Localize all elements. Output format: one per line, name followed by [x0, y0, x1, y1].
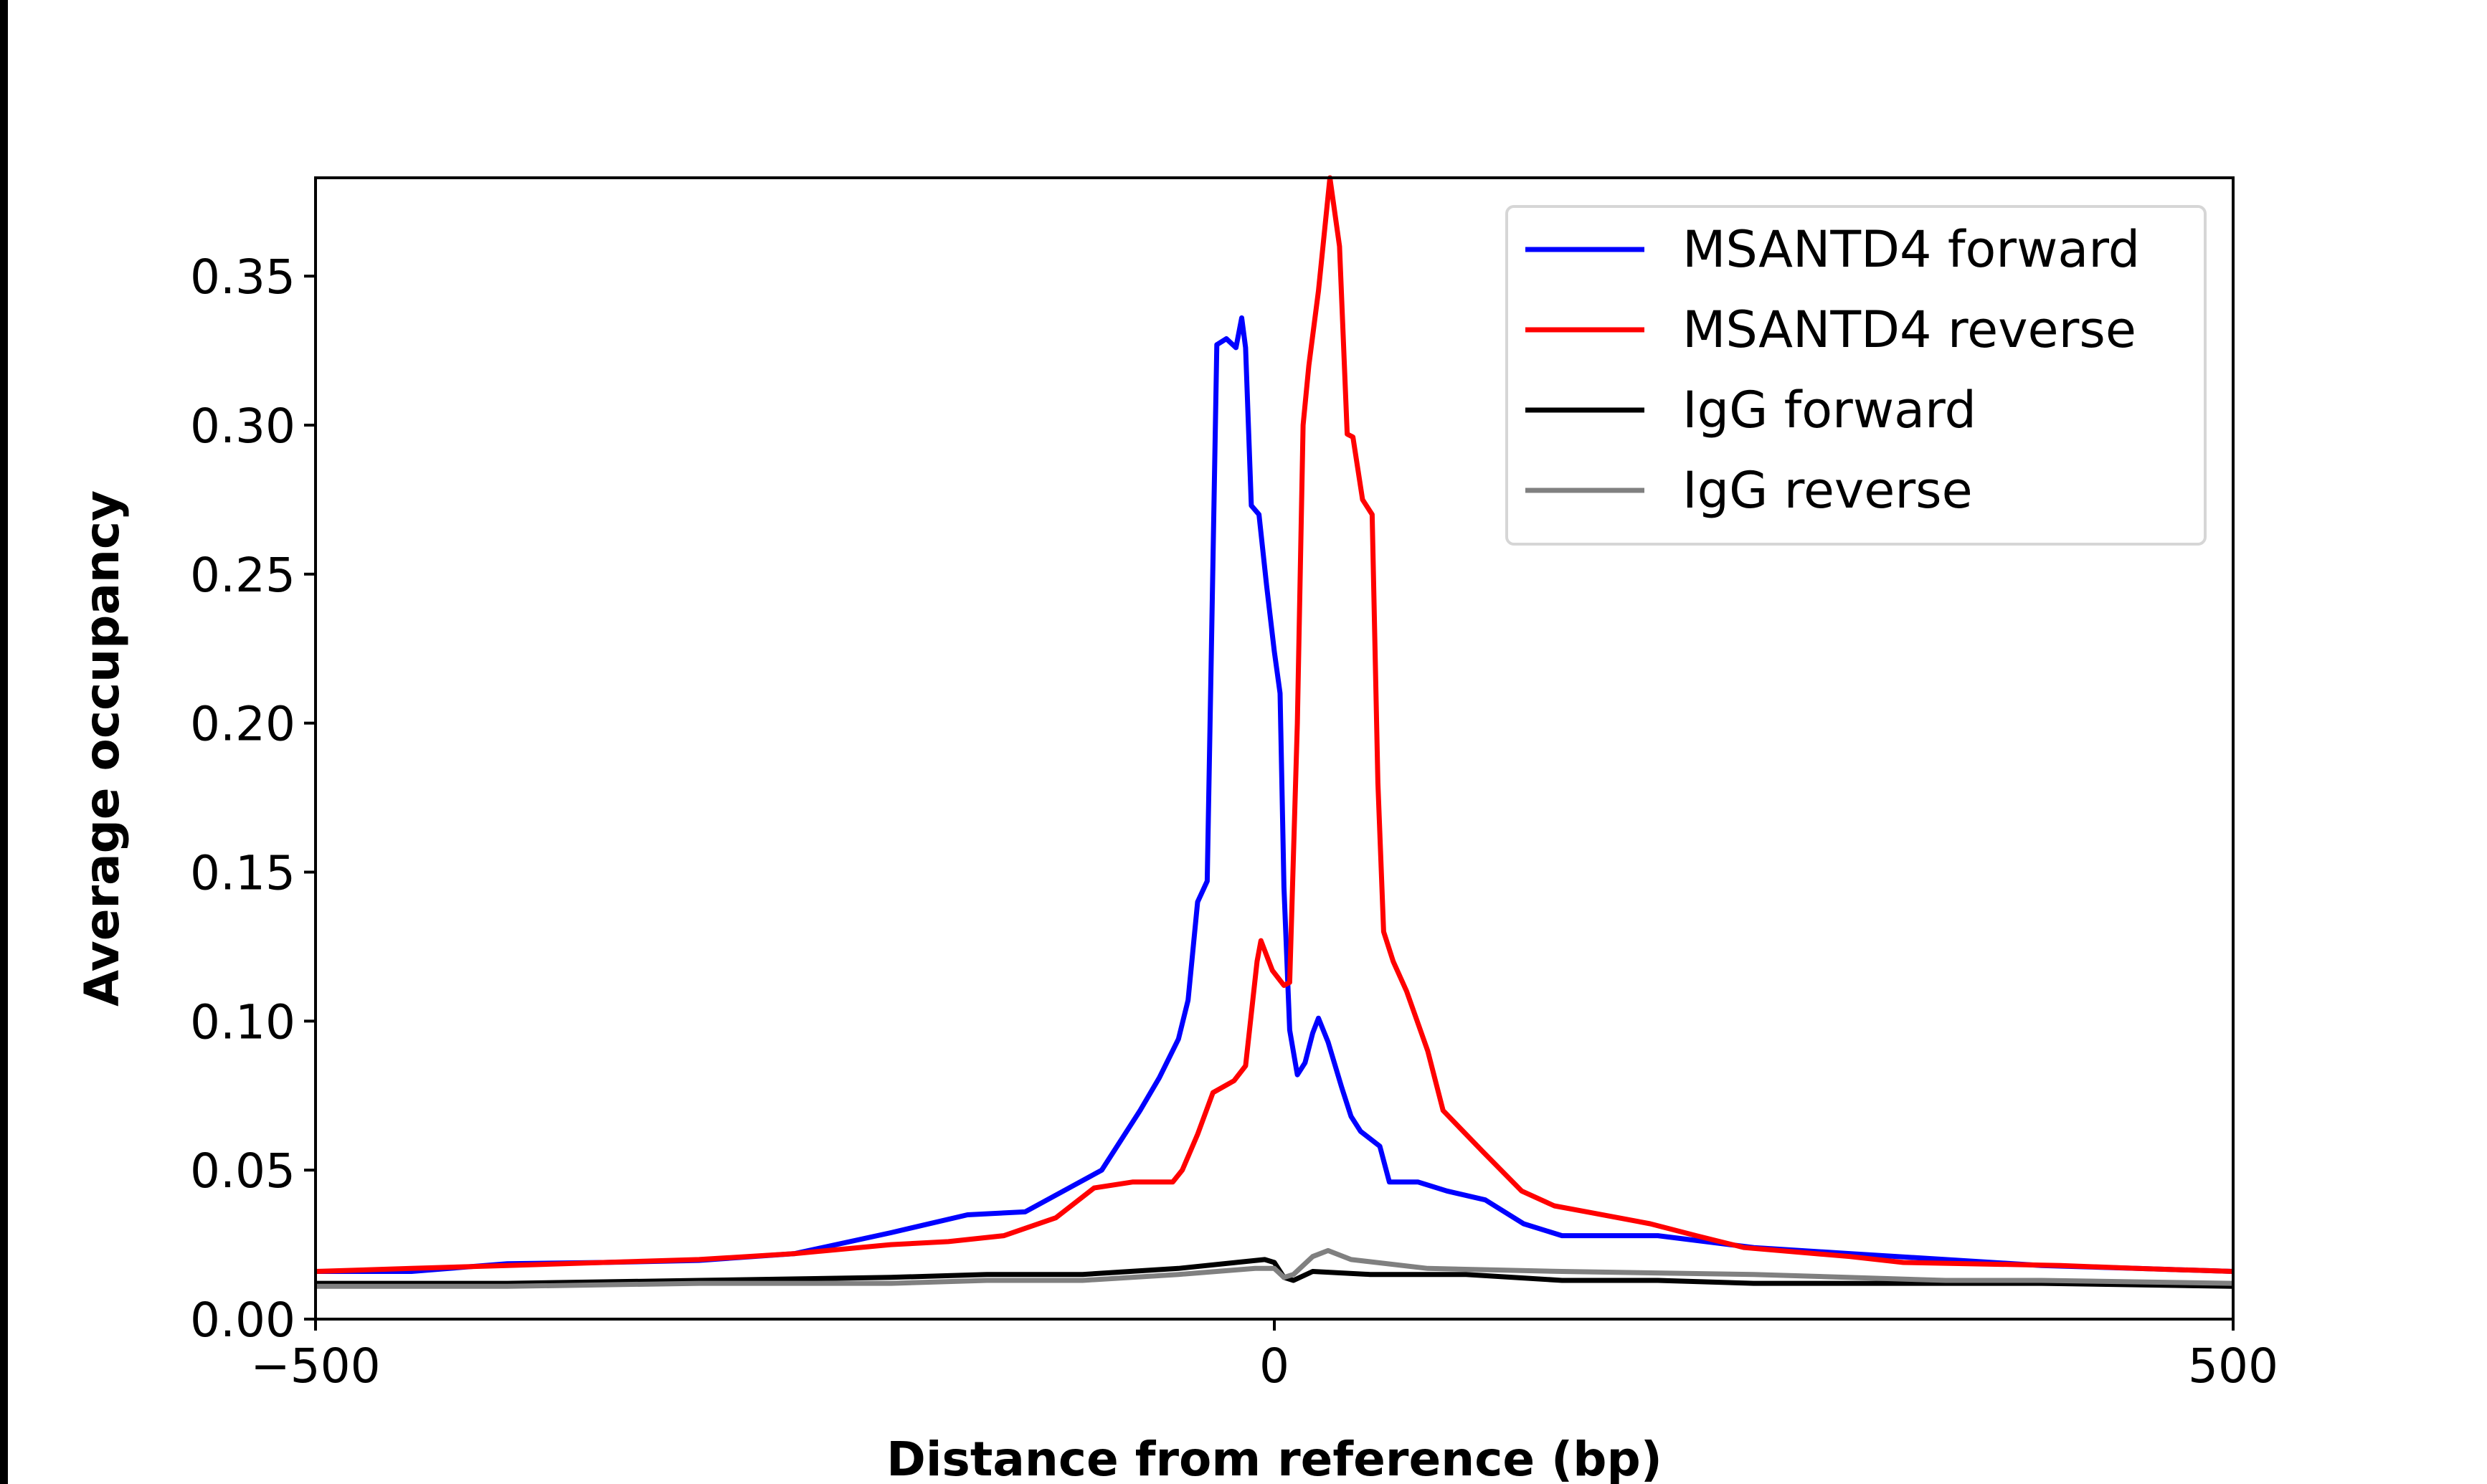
y-tick-label: 0.30: [190, 399, 295, 454]
legend-label-0: MSANTD4 forward: [1682, 220, 2140, 279]
legend-label-1: MSANTD4 reverse: [1682, 300, 2136, 359]
y-tick-label: 0.15: [190, 846, 295, 901]
y-tick-label: 0.20: [190, 697, 295, 752]
series-line-3: [316, 1247, 2234, 1289]
series-line-0: [316, 315, 2234, 1274]
legend-label-2: IgG forward: [1682, 381, 1976, 439]
x-tick-label: 500: [2188, 1338, 2278, 1394]
x-axis: −500 0 500: [250, 1319, 2278, 1394]
y-tick-label: 0.25: [190, 548, 295, 603]
series-lines: [315, 175, 2234, 1289]
y-tick-label: 0.00: [190, 1293, 295, 1348]
legend-box: [1505, 205, 2207, 546]
series-line-1: [315, 175, 2234, 1274]
legend-label-3: IgG reverse: [1682, 461, 1973, 520]
left-border: [0, 0, 8, 1484]
x-axis-label: Distance from reference (bp): [886, 1432, 1662, 1484]
y-axis: 0.00 0.05 0.10 0.15 0.20 0.25 0.30 0.35: [190, 249, 316, 1348]
y-axis-label: Average occupancy: [75, 490, 130, 1007]
legend: MSANTD4 forward MSANTD4 reverse IgG forwar…: [1505, 205, 2207, 546]
y-tick-label: 0.35: [190, 249, 295, 305]
x-tick-label: 0: [1259, 1338, 1289, 1394]
y-tick-label: 0.05: [190, 1143, 295, 1199]
y-tick-label: 0.10: [190, 994, 295, 1050]
x-tick-label: −500: [250, 1338, 380, 1394]
